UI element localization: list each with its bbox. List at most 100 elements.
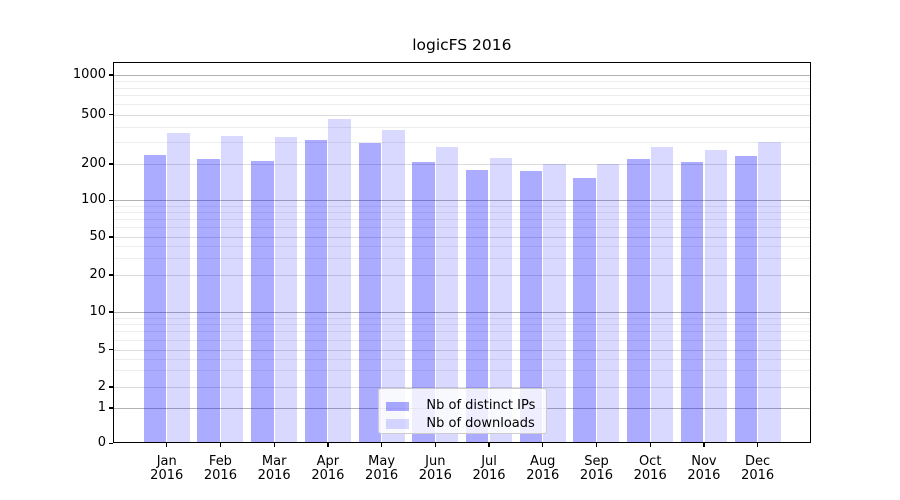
x-tick-label-oct: Oct 2016 xyxy=(633,454,667,483)
gridline-10 xyxy=(114,312,810,313)
y-tick-label-500: 500 xyxy=(81,106,106,122)
y-tick-label-0: 0 xyxy=(97,435,106,451)
bar-downloads-nov xyxy=(704,150,727,443)
gridline-minor-8 xyxy=(114,324,810,326)
x-tick-label-may: May 2016 xyxy=(365,454,399,483)
bar-distinct-ips-nov xyxy=(680,161,704,443)
y-tick-mark-1000 xyxy=(109,74,113,76)
y-tick-mark-50 xyxy=(109,236,113,238)
bar-downloads-jun xyxy=(435,146,459,443)
bar-distinct-ips-jun xyxy=(412,161,435,443)
bar-downloads-may xyxy=(382,130,405,443)
bar-distinct-ips-jul xyxy=(466,169,489,443)
x-tick-mark-mar xyxy=(273,443,275,448)
gridline-minor-40 xyxy=(114,246,810,248)
legend: Nb of distinct IPs Nb of downloads xyxy=(378,388,547,434)
gridline-minor-400 xyxy=(114,126,810,128)
y-tick-mark-2 xyxy=(109,386,113,388)
bar-distinct-ips-jan xyxy=(143,155,167,443)
legend-swatch-downloads xyxy=(386,419,410,429)
bar-downloads-dec xyxy=(758,141,781,443)
gridline-minor-6 xyxy=(114,339,810,341)
y-tick-label-200: 200 xyxy=(81,156,106,171)
gridline-2 xyxy=(114,387,810,388)
bar-distinct-ips-feb xyxy=(197,159,220,443)
bar-downloads-apr xyxy=(328,119,351,443)
gridline-minor-30 xyxy=(114,258,810,260)
bar-downloads-sep xyxy=(597,163,620,443)
x-tick-mark-jan xyxy=(166,443,168,448)
x-tick-label-feb: Feb 2016 xyxy=(203,454,237,483)
gridline-minor-70 xyxy=(114,219,810,221)
y-tick-label-2: 2 xyxy=(97,379,106,394)
gridline-200 xyxy=(114,164,810,165)
y-tick-mark-0 xyxy=(109,442,113,444)
y-tick-label-100: 100 xyxy=(81,192,106,208)
x-tick-mark-dec xyxy=(756,443,759,448)
bar-downloads-oct xyxy=(650,146,674,443)
bar-distinct-ips-apr xyxy=(304,140,328,443)
y-tick-mark-20 xyxy=(109,274,113,276)
gridline-minor-900 xyxy=(114,81,810,82)
gridline-5 xyxy=(114,349,810,351)
chart-title: logicFS 2016 xyxy=(412,35,512,54)
x-tick-mark-may xyxy=(380,443,383,448)
x-tick-mark-oct xyxy=(649,443,651,448)
gridline-minor-90 xyxy=(114,205,810,207)
gridline-minor-80 xyxy=(114,212,810,214)
gridline-minor-4 xyxy=(114,358,810,360)
x-tick-label-sep: Sep 2016 xyxy=(579,454,614,483)
bar-downloads-jul xyxy=(489,157,513,443)
y-tick-mark-500 xyxy=(109,113,113,116)
bar-distinct-ips-sep xyxy=(573,177,596,443)
bar-distinct-ips-aug xyxy=(519,170,543,443)
y-tick-mark-200 xyxy=(109,163,113,165)
gridline-minor-300 xyxy=(114,142,810,144)
x-tick-label-jan: Jan 2016 xyxy=(150,454,184,483)
bar-distinct-ips-mar xyxy=(251,161,274,443)
gridline-minor-800 xyxy=(114,87,810,89)
x-tick-mark-sep xyxy=(595,443,598,448)
y-tick-label-10: 10 xyxy=(89,304,106,319)
gridline-minor-3 xyxy=(114,370,810,372)
bar-downloads-mar xyxy=(274,136,298,443)
legend-item-downloads: Nb of downloads xyxy=(386,415,536,433)
bar-downloads-jan xyxy=(167,133,190,443)
legend-item-distinct-ips: Nb of distinct IPs xyxy=(386,398,536,416)
gridline-minor-9 xyxy=(114,317,810,319)
x-tick-label-nov: Nov 2016 xyxy=(687,454,721,483)
x-tick-label-apr: Apr 2016 xyxy=(311,454,345,483)
bar-downloads-feb xyxy=(221,135,244,443)
y-tick-mark-10 xyxy=(109,311,113,313)
y-tick-label-50: 50 xyxy=(89,229,106,244)
y-tick-mark-100 xyxy=(109,199,113,201)
x-tick-mark-feb xyxy=(219,443,222,448)
x-tick-label-aug: Aug 2016 xyxy=(526,454,560,483)
y-tick-mark-1 xyxy=(109,407,113,409)
gridline-100 xyxy=(114,200,810,202)
x-tick-mark-apr xyxy=(327,443,329,448)
legend-label-distinct-ips: Nb of distinct IPs xyxy=(426,398,536,414)
gridline-minor-700 xyxy=(114,95,810,97)
x-tick-mark-jul xyxy=(488,443,490,448)
legend-label-downloads: Nb of downloads xyxy=(426,415,535,431)
bar-distinct-ips-may xyxy=(358,143,381,443)
gridline-minor-600 xyxy=(114,104,810,106)
y-tick-label-5: 5 xyxy=(97,341,106,357)
x-tick-label-jul: Jul 2016 xyxy=(472,454,506,483)
x-tick-mark-jun xyxy=(434,443,436,448)
bar-downloads-aug xyxy=(543,163,566,443)
gridline-1000 xyxy=(114,75,810,76)
gridline-500 xyxy=(114,114,810,116)
bar-distinct-ips-oct xyxy=(627,158,650,443)
legend-swatch-distinct-ips xyxy=(386,401,410,412)
gridline-50 xyxy=(114,237,810,238)
gridline-20 xyxy=(114,275,810,276)
bar-distinct-ips-dec xyxy=(734,155,758,443)
x-tick-label-mar: Mar 2016 xyxy=(257,454,291,483)
x-tick-label-jun: Jun 2016 xyxy=(418,454,452,483)
gridline-minor-60 xyxy=(114,227,810,229)
y-tick-mark-5 xyxy=(109,348,113,351)
y-tick-label-20: 20 xyxy=(89,267,106,282)
